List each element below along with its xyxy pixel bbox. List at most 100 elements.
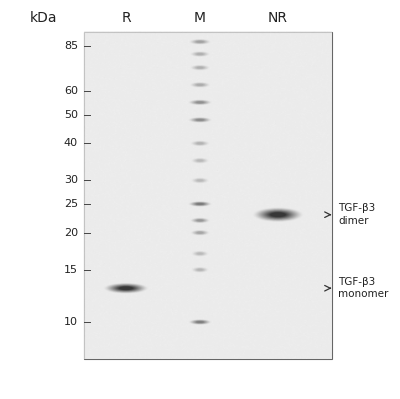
Ellipse shape [196, 179, 204, 182]
Ellipse shape [195, 66, 205, 69]
Text: 30: 30 [64, 176, 78, 186]
Ellipse shape [193, 118, 207, 122]
Ellipse shape [253, 207, 303, 222]
Ellipse shape [192, 65, 208, 70]
Ellipse shape [190, 201, 210, 206]
Ellipse shape [196, 159, 204, 162]
Ellipse shape [195, 119, 205, 121]
Ellipse shape [194, 252, 206, 256]
Ellipse shape [193, 178, 207, 183]
Ellipse shape [194, 179, 206, 182]
Ellipse shape [196, 67, 204, 69]
Ellipse shape [197, 67, 203, 69]
Ellipse shape [190, 320, 210, 324]
Ellipse shape [190, 65, 210, 71]
Ellipse shape [197, 180, 203, 182]
Ellipse shape [193, 158, 207, 163]
Ellipse shape [196, 321, 204, 323]
Ellipse shape [190, 100, 210, 105]
Ellipse shape [115, 286, 137, 291]
Ellipse shape [194, 268, 206, 272]
Ellipse shape [191, 40, 209, 44]
Ellipse shape [190, 118, 210, 122]
Ellipse shape [192, 141, 208, 146]
Ellipse shape [189, 100, 211, 105]
Ellipse shape [109, 284, 143, 292]
Ellipse shape [192, 101, 208, 104]
Ellipse shape [194, 119, 206, 121]
Ellipse shape [196, 231, 204, 234]
Ellipse shape [197, 142, 203, 144]
Ellipse shape [116, 286, 136, 291]
Ellipse shape [190, 218, 210, 223]
Ellipse shape [192, 202, 208, 206]
Ellipse shape [197, 269, 203, 271]
Ellipse shape [196, 119, 204, 121]
Ellipse shape [190, 201, 210, 206]
Ellipse shape [192, 251, 208, 256]
Ellipse shape [190, 82, 210, 87]
Ellipse shape [195, 231, 205, 234]
Ellipse shape [192, 231, 208, 235]
Ellipse shape [192, 231, 208, 235]
Ellipse shape [106, 283, 146, 293]
Ellipse shape [194, 179, 206, 182]
Ellipse shape [196, 142, 204, 144]
Ellipse shape [196, 41, 204, 43]
Ellipse shape [195, 53, 205, 55]
Ellipse shape [258, 209, 298, 221]
Ellipse shape [264, 211, 292, 219]
Ellipse shape [194, 83, 206, 87]
Ellipse shape [192, 52, 208, 56]
Ellipse shape [195, 179, 205, 182]
Ellipse shape [191, 230, 209, 235]
Ellipse shape [196, 252, 204, 255]
Text: R: R [121, 11, 131, 25]
Ellipse shape [193, 219, 207, 222]
Ellipse shape [192, 158, 208, 163]
Ellipse shape [192, 141, 208, 146]
Ellipse shape [193, 268, 207, 272]
Ellipse shape [193, 66, 207, 69]
Ellipse shape [196, 179, 204, 182]
Ellipse shape [197, 160, 203, 162]
Ellipse shape [194, 101, 206, 104]
Ellipse shape [195, 252, 205, 255]
Ellipse shape [195, 321, 205, 323]
Ellipse shape [191, 118, 209, 122]
Ellipse shape [196, 101, 204, 103]
Ellipse shape [196, 142, 204, 144]
Ellipse shape [192, 320, 208, 324]
Ellipse shape [193, 52, 207, 56]
Ellipse shape [194, 40, 206, 43]
Ellipse shape [194, 268, 206, 272]
Ellipse shape [196, 232, 204, 234]
Ellipse shape [191, 65, 209, 70]
Ellipse shape [113, 285, 139, 291]
Text: TGF-β3
monomer: TGF-β3 monomer [338, 277, 388, 299]
Ellipse shape [191, 218, 209, 223]
Ellipse shape [192, 178, 208, 183]
Ellipse shape [194, 66, 206, 69]
Ellipse shape [193, 231, 207, 235]
Ellipse shape [192, 202, 208, 206]
Ellipse shape [112, 285, 140, 292]
Ellipse shape [194, 159, 206, 162]
Ellipse shape [194, 203, 206, 205]
Ellipse shape [194, 268, 206, 272]
Ellipse shape [195, 203, 205, 205]
Ellipse shape [195, 142, 205, 145]
Ellipse shape [262, 210, 294, 219]
Ellipse shape [196, 203, 204, 205]
Ellipse shape [119, 286, 133, 290]
Ellipse shape [192, 320, 208, 324]
Ellipse shape [195, 231, 205, 234]
Ellipse shape [190, 140, 210, 146]
Ellipse shape [192, 52, 208, 56]
Ellipse shape [195, 66, 205, 69]
Ellipse shape [194, 40, 206, 43]
Ellipse shape [196, 84, 204, 86]
Ellipse shape [194, 320, 206, 324]
Ellipse shape [189, 320, 211, 325]
Ellipse shape [196, 321, 204, 323]
